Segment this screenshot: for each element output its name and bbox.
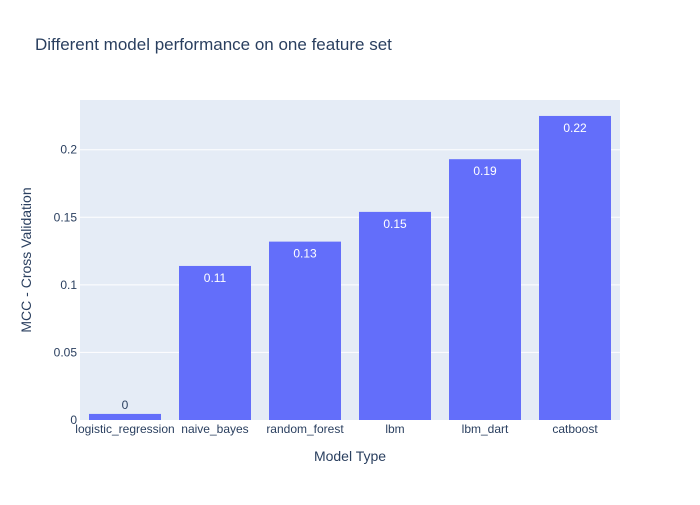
bar-lbm xyxy=(359,211,431,420)
x-tick-label-logistic_regression: logistic_regression xyxy=(75,422,174,436)
bar-lbm_dart xyxy=(449,159,521,420)
data-label-logistic_regression: 0 xyxy=(122,398,129,412)
x-tick-label-lbm: lbm xyxy=(385,422,404,436)
y-axis-title: MCC - Cross Validation xyxy=(18,187,34,332)
bar-logistic_regression xyxy=(89,413,161,420)
y-tick-label: 0.15 xyxy=(54,210,78,224)
data-labels: 0 0.11 0.13 0.15 0.19 0.22 xyxy=(122,121,587,412)
gridlines xyxy=(80,149,620,353)
y-tick-labels: 0 0.05 0.1 0.15 0.2 xyxy=(54,143,78,427)
bars xyxy=(89,115,611,420)
y-tick-label: 0.05 xyxy=(54,345,78,359)
bar-random_forest xyxy=(269,241,341,420)
plot-area xyxy=(80,100,620,420)
y-tick-label: 0 xyxy=(70,413,77,427)
x-axis-title: Model Type xyxy=(314,448,386,464)
chart-title: Different model performance on one featu… xyxy=(35,35,392,54)
data-label-lbm_dart: 0.19 xyxy=(473,164,497,178)
y-tick-label: 0.1 xyxy=(60,278,77,292)
bar-catboost xyxy=(539,115,611,420)
data-label-naive_bayes: 0.11 xyxy=(204,271,227,285)
x-tick-label-random_forest: random_forest xyxy=(266,422,344,436)
data-label-catboost: 0.22 xyxy=(563,121,587,135)
x-tick-labels: logistic_regression naive_bayes random_for… xyxy=(75,422,598,436)
data-label-random_forest: 0.13 xyxy=(293,247,317,261)
data-label-lbm: 0.15 xyxy=(383,217,407,231)
bar-naive_bayes xyxy=(179,265,251,420)
x-tick-label-catboost: catboost xyxy=(552,422,598,436)
y-tick-label: 0.2 xyxy=(60,143,77,157)
x-tick-label-naive_bayes: naive_bayes xyxy=(181,422,248,436)
x-tick-label-lbm_dart: lbm_dart xyxy=(462,422,509,436)
